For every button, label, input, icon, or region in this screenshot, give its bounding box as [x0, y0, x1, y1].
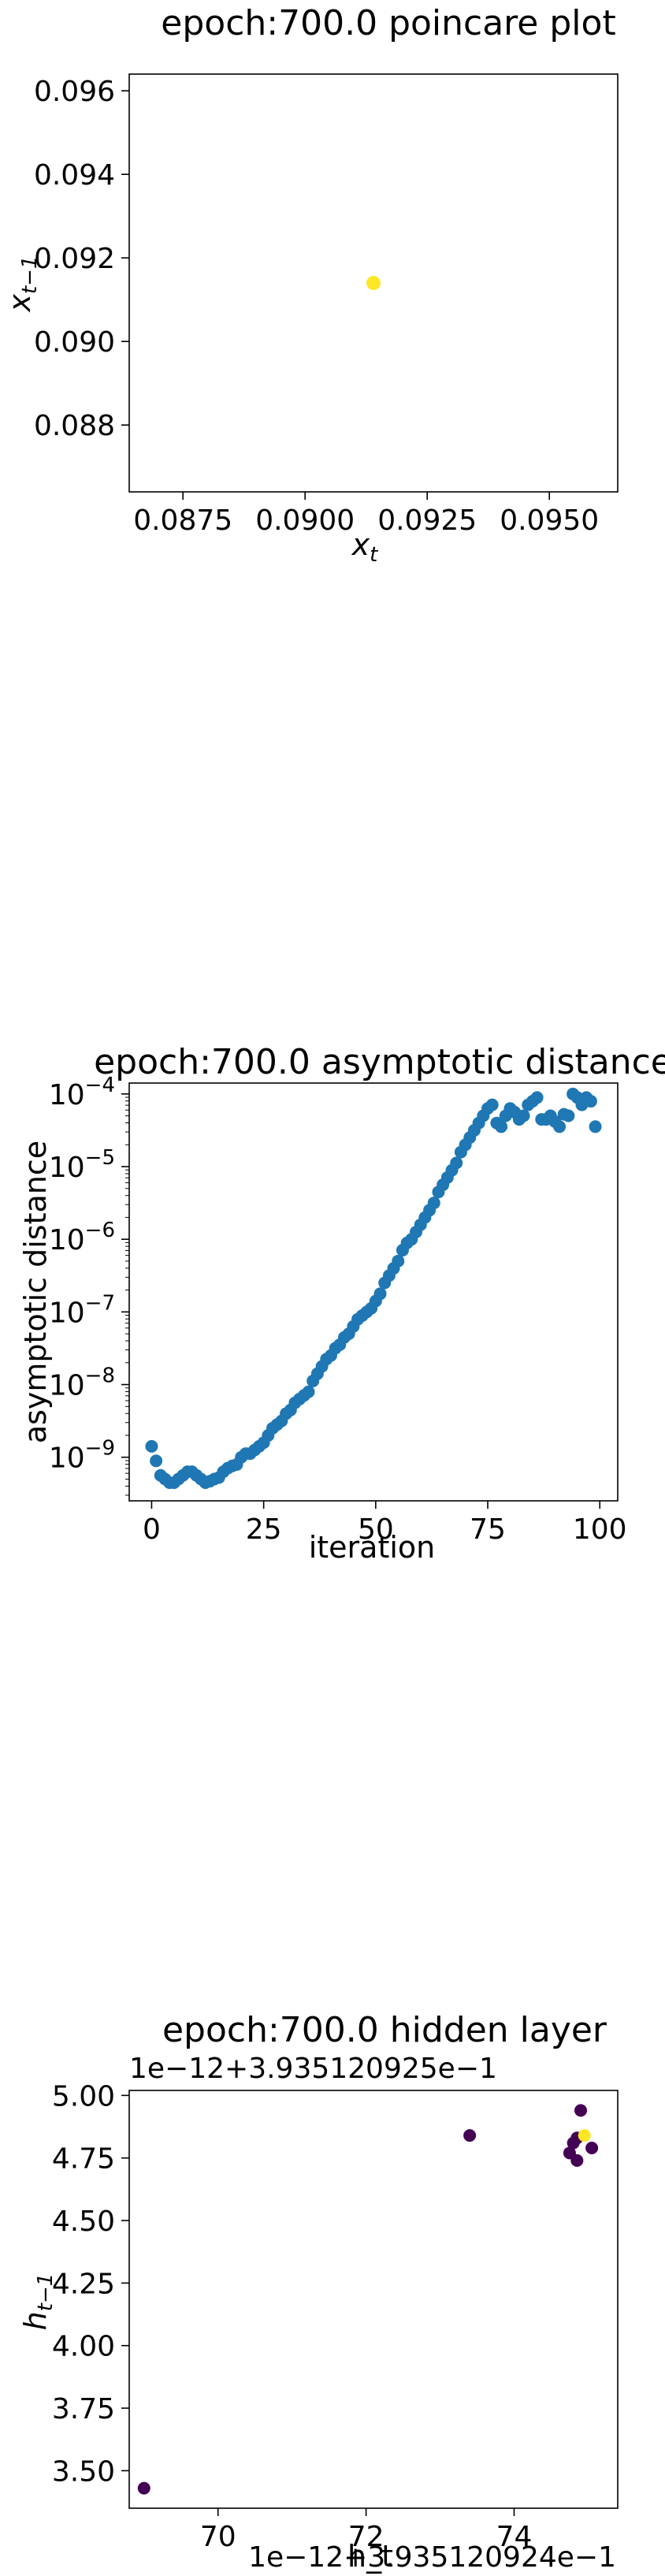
- poincare-x-tick-label: 0.0950: [500, 504, 599, 537]
- asymptotic-point: [373, 1287, 387, 1301]
- hidden-layer-point: [574, 2104, 588, 2117]
- poincare-y-tick-label: 0.092: [34, 243, 115, 275]
- asymptotic-point: [495, 1120, 508, 1134]
- poincare-points: [366, 276, 381, 290]
- asymptotic-point: [553, 1120, 567, 1134]
- hidden-layer-title: epoch:700.0 hidden layer: [162, 2010, 607, 2050]
- hidden-layer-point: [567, 2136, 580, 2150]
- asymptotic-title: epoch:700.0 asymptotic distance: [94, 1042, 665, 1082]
- poincare-y-tick-label: 0.088: [34, 410, 115, 442]
- asymptotic-point: [517, 1109, 530, 1122]
- asymptotic-x-tick-label: 50: [358, 1513, 394, 1546]
- hidden-layer-y-offset: 1e−12+3.935120925e−1: [129, 2053, 497, 2085]
- asymptotic-y-tick-label: 10−7: [49, 1291, 115, 1329]
- poincare-x-tick-label: 0.0925: [377, 504, 477, 537]
- hidden-layer-x-tick-label: 74: [496, 2521, 533, 2553]
- hidden-layer-plot-frame: [128, 2090, 619, 2509]
- poincare-plot-frame: [128, 73, 619, 493]
- hidden-layer-point: [578, 2129, 591, 2142]
- poincare-point: [366, 276, 381, 290]
- asymptotic-point: [589, 1120, 602, 1134]
- hidden-layer-y-tick-label: 4.00: [52, 2331, 115, 2363]
- hidden-layer-points: [137, 2104, 599, 2495]
- hidden-layer-y-label: ht−1: [18, 2273, 58, 2331]
- hidden-layer-point: [585, 2141, 599, 2154]
- hidden-layer-x-label: h_t: [347, 2539, 393, 2574]
- hidden-layer-y-tick-label: 5.00: [52, 2080, 115, 2113]
- asymptotic-x-label: iteration: [309, 1530, 436, 1565]
- asymptotic-points: [145, 1087, 602, 1489]
- asymptotic-y-tick-label: 10−4: [49, 1074, 115, 1111]
- asymptotic-x-tick-label: 0: [143, 1513, 161, 1546]
- hidden-layer-y-tick-label: 4.25: [52, 2268, 115, 2300]
- poincare-y-tick-label: 0.090: [34, 326, 115, 359]
- asymptotic-point: [450, 1156, 463, 1170]
- asymptotic-chart: epoch:700.0 asymptotic distance 0 25 50 75 1…: [18, 1042, 665, 1565]
- asymptotic-y-tick-label: 10−9: [49, 1437, 115, 1475]
- hidden-layer-y-ticks: 3.50 3.75 4.00 4.25 4.50 4.75 5.00: [52, 2080, 129, 2488]
- asymptotic-y-ticks: 10−9 10−8 10−7 10−6 10−5 10−4: [49, 1074, 129, 1496]
- asymptotic-y-tick-label: 10−5: [49, 1146, 115, 1184]
- poincare-y-ticks: 0.088 0.090 0.092 0.094 0.096: [34, 76, 129, 442]
- poincare-x-tick-label: 0.0900: [255, 504, 355, 537]
- poincare-x-tick-label: 0.0875: [133, 504, 232, 537]
- hidden-layer-point: [570, 2153, 584, 2167]
- asymptotic-x-tick-label: 25: [246, 1513, 282, 1546]
- hidden-layer-x-offset: 1e−12+3.935120924e−1: [248, 2541, 616, 2574]
- asymptotic-point: [392, 1254, 405, 1268]
- asymptotic-point: [427, 1197, 440, 1210]
- asymptotic-plot-frame: [128, 1082, 619, 1502]
- hidden-layer-chart: epoch:700.0 hidden layer 1e−12+3.9351209…: [18, 2010, 619, 2574]
- asymptotic-x-ticks: 0 25 50 75 100: [143, 1501, 627, 1546]
- hidden-layer-y-tick-label: 4.75: [52, 2143, 115, 2176]
- hidden-layer-y-tick-label: 3.50: [52, 2455, 115, 2488]
- poincare-y-label: xt−1: [2, 255, 42, 312]
- asymptotic-point: [150, 1454, 163, 1468]
- poincare-title: epoch:700.0 poincare plot: [161, 3, 615, 43]
- hidden-layer-x-ticks: 70 72 74: [200, 2508, 533, 2553]
- poincare-y-tick-label: 0.096: [34, 76, 115, 108]
- hidden-layer-x-tick-label: 72: [348, 2521, 385, 2553]
- asymptotic-point: [584, 1095, 597, 1108]
- hidden-layer-x-tick-label: 70: [200, 2521, 236, 2553]
- asymptotic-y-tick-label: 10−8: [49, 1364, 115, 1402]
- asymptotic-point: [302, 1385, 315, 1398]
- hidden-layer-y-tick-label: 3.75: [52, 2393, 115, 2425]
- asymptotic-point: [562, 1109, 575, 1122]
- asymptotic-x-tick-label: 75: [470, 1513, 506, 1546]
- poincare-y-tick-label: 0.094: [34, 159, 115, 192]
- hidden-layer-point: [463, 2129, 477, 2142]
- asymptotic-point: [145, 1439, 158, 1453]
- poincare-x-ticks: 0.0875 0.0900 0.0925 0.0950: [133, 492, 599, 537]
- hidden-layer-point: [137, 2481, 150, 2495]
- asymptotic-point: [530, 1091, 544, 1104]
- asymptotic-y-tick-label: 10−6: [49, 1219, 115, 1256]
- asymptotic-y-label: asymptotic distance: [18, 1141, 53, 1443]
- hidden-layer-y-tick-label: 4.50: [52, 2206, 115, 2238]
- asymptotic-point: [485, 1098, 499, 1111]
- poincare-x-label: xt: [351, 527, 379, 567]
- poincare-chart: epoch:700.0 poincare plot 0.0875 0.0900 0.…: [2, 3, 619, 567]
- asymptotic-x-tick-label: 100: [573, 1513, 627, 1546]
